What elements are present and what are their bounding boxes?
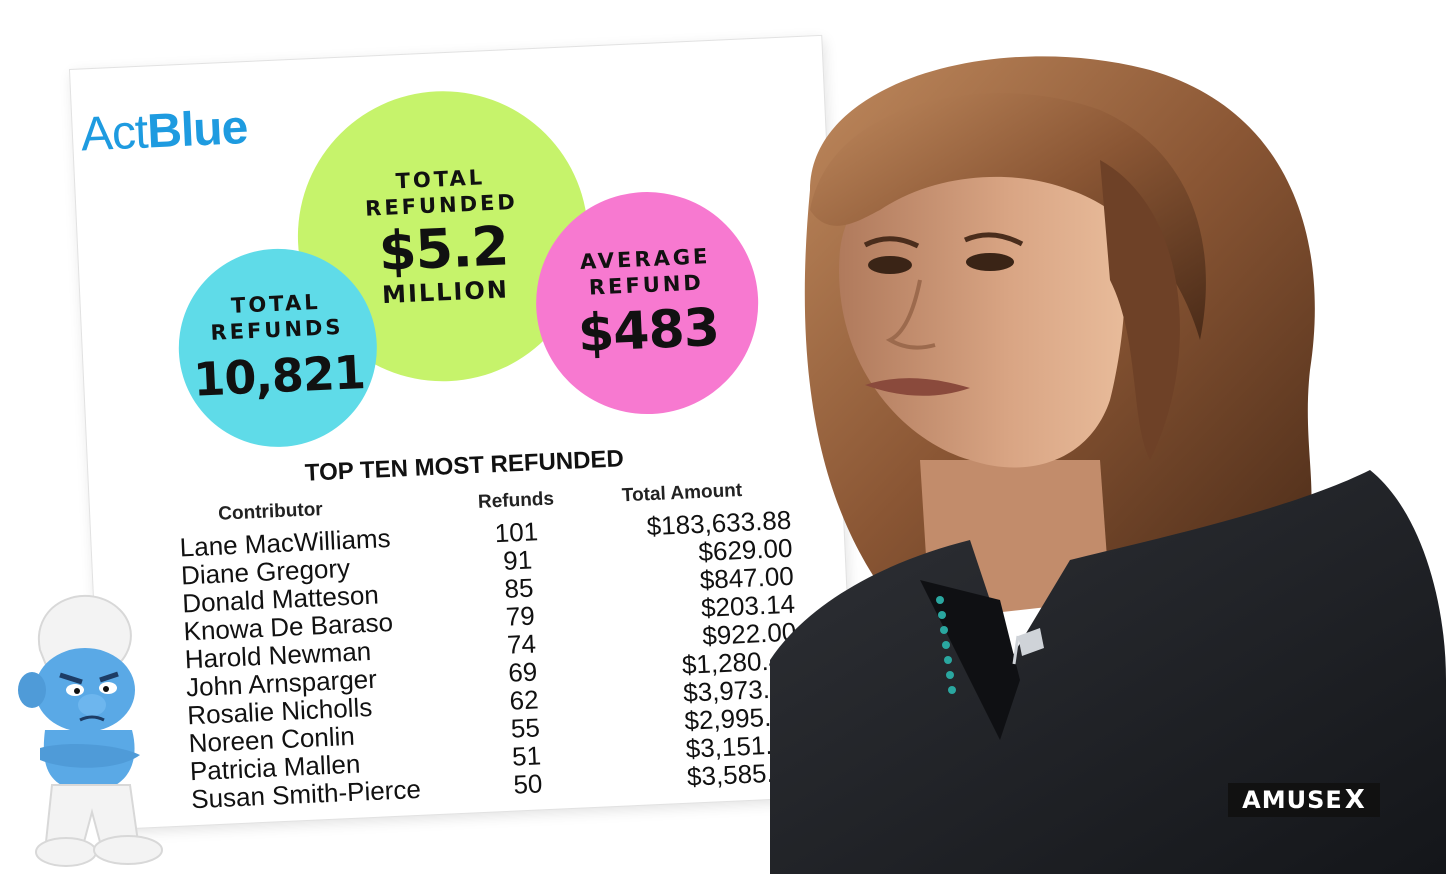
average-refund-value: $483	[576, 297, 721, 365]
average-refund-label-2: REFUND	[588, 270, 705, 300]
actblue-logo: ActBlue	[80, 100, 249, 162]
total-refunds-label-2: REFUNDS	[209, 314, 344, 345]
refund-stats-card: ActBlue TOTAL REFUNDED $5.2 MILLION TOTA…	[70, 35, 856, 830]
header-total-amount: Total Amount	[621, 479, 743, 507]
total-refunded-unit: MILLION	[381, 275, 510, 310]
refund-count: 91	[502, 544, 533, 576]
refund-table-rows: Lane MacWilliams 101 $183,633.88 Diane G…	[91, 503, 855, 817]
refund-count: 55	[510, 712, 541, 744]
watermark-brand: AMUSE	[1242, 786, 1343, 814]
total-refunded-value: $5.2	[377, 214, 510, 284]
portrait-illustration	[770, 56, 1446, 874]
grumpy-smurf-icon	[18, 594, 163, 867]
woman-portrait-photo	[770, 40, 1446, 874]
refund-count: 50	[512, 768, 543, 800]
total-refunded-label-1: TOTAL	[395, 165, 486, 194]
amusex-watermark: AMUSE X	[1228, 783, 1380, 817]
logo-text-light: Act	[79, 105, 149, 162]
refund-count: 74	[506, 628, 537, 660]
header-contributor: Contributor	[217, 499, 324, 525]
x-logo-icon: X	[1344, 785, 1366, 815]
total-refunds-value: 10,821	[192, 344, 366, 407]
refund-count: 69	[507, 656, 538, 688]
refund-count: 101	[494, 516, 539, 549]
logo-text-bold: Blue	[146, 101, 249, 159]
total-refunds-label-1: TOTAL	[230, 289, 322, 318]
refund-count: 85	[503, 572, 535, 604]
refund-count: 79	[505, 600, 536, 632]
refund-count: 62	[508, 684, 540, 716]
cropped-heading-fragment	[250, 0, 370, 8]
refund-count: 51	[511, 740, 542, 772]
header-refunds: Refunds	[477, 488, 555, 513]
